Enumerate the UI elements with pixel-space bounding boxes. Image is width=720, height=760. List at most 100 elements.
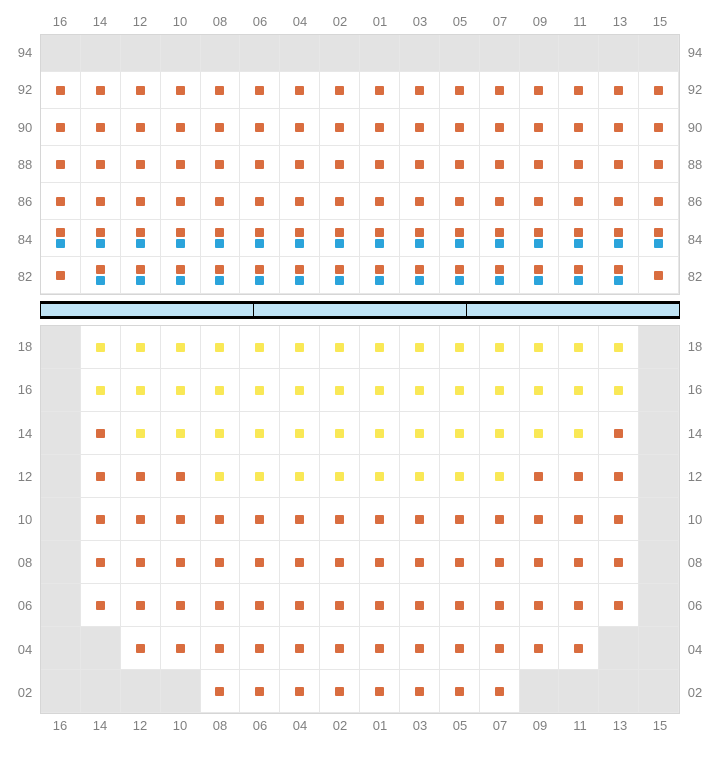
seat-marker[interactable] bbox=[215, 644, 224, 653]
seat-marker[interactable] bbox=[654, 123, 663, 132]
seat-marker[interactable] bbox=[335, 197, 344, 206]
seat-marker[interactable] bbox=[495, 265, 504, 274]
seat-marker[interactable] bbox=[255, 515, 264, 524]
seat-marker[interactable] bbox=[534, 644, 543, 653]
seat-marker[interactable] bbox=[176, 472, 185, 481]
seat-marker[interactable] bbox=[215, 197, 224, 206]
seat-marker[interactable] bbox=[415, 343, 424, 352]
seat-marker[interactable] bbox=[654, 197, 663, 206]
seat-marker[interactable] bbox=[176, 197, 185, 206]
seat-marker[interactable] bbox=[215, 558, 224, 567]
seat-marker[interactable] bbox=[574, 558, 583, 567]
seat-marker[interactable] bbox=[295, 515, 304, 524]
seat-marker[interactable] bbox=[574, 429, 583, 438]
seat-marker[interactable] bbox=[534, 276, 543, 285]
seat-marker[interactable] bbox=[255, 86, 264, 95]
seat-marker[interactable] bbox=[455, 197, 464, 206]
seat-marker[interactable] bbox=[495, 687, 504, 696]
seat-marker[interactable] bbox=[335, 343, 344, 352]
seat-marker[interactable] bbox=[455, 515, 464, 524]
seat-marker[interactable] bbox=[96, 123, 105, 132]
seat-marker[interactable] bbox=[654, 271, 663, 280]
seat-marker[interactable] bbox=[534, 197, 543, 206]
seat-marker[interactable] bbox=[136, 558, 145, 567]
seat-marker[interactable] bbox=[455, 601, 464, 610]
seat-marker[interactable] bbox=[574, 123, 583, 132]
seat-marker[interactable] bbox=[136, 228, 145, 237]
seat-marker[interactable] bbox=[335, 687, 344, 696]
seat-marker[interactable] bbox=[495, 276, 504, 285]
seat-marker[interactable] bbox=[375, 265, 384, 274]
seat-marker[interactable] bbox=[415, 601, 424, 610]
seat-marker[interactable] bbox=[215, 472, 224, 481]
seat-marker[interactable] bbox=[176, 515, 185, 524]
seat-marker[interactable] bbox=[96, 160, 105, 169]
seat-marker[interactable] bbox=[335, 558, 344, 567]
seat-marker[interactable] bbox=[255, 276, 264, 285]
seat-marker[interactable] bbox=[654, 239, 663, 248]
seat-marker[interactable] bbox=[215, 265, 224, 274]
seat-marker[interactable] bbox=[574, 239, 583, 248]
seat-marker[interactable] bbox=[455, 228, 464, 237]
seat-marker[interactable] bbox=[415, 86, 424, 95]
seat-marker[interactable] bbox=[255, 687, 264, 696]
seat-marker[interactable] bbox=[136, 265, 145, 274]
seat-marker[interactable] bbox=[415, 276, 424, 285]
seat-marker[interactable] bbox=[96, 601, 105, 610]
seat-marker[interactable] bbox=[574, 276, 583, 285]
seat-marker[interactable] bbox=[96, 429, 105, 438]
seat-marker[interactable] bbox=[375, 558, 384, 567]
seat-marker[interactable] bbox=[295, 276, 304, 285]
seat-marker[interactable] bbox=[255, 343, 264, 352]
seat-marker[interactable] bbox=[455, 86, 464, 95]
seat-marker[interactable] bbox=[136, 123, 145, 132]
seat-marker[interactable] bbox=[335, 472, 344, 481]
seat-marker[interactable] bbox=[614, 343, 623, 352]
seat-marker[interactable] bbox=[574, 160, 583, 169]
seat-marker[interactable] bbox=[534, 601, 543, 610]
seat-marker[interactable] bbox=[56, 197, 65, 206]
seat-marker[interactable] bbox=[136, 386, 145, 395]
seat-marker[interactable] bbox=[375, 86, 384, 95]
seat-marker[interactable] bbox=[56, 123, 65, 132]
seat-marker[interactable] bbox=[574, 265, 583, 274]
seat-marker[interactable] bbox=[614, 197, 623, 206]
seat-marker[interactable] bbox=[255, 601, 264, 610]
seat-marker[interactable] bbox=[295, 123, 304, 132]
seat-marker[interactable] bbox=[614, 386, 623, 395]
seat-marker[interactable] bbox=[96, 86, 105, 95]
seat-marker[interactable] bbox=[455, 123, 464, 132]
seat-marker[interactable] bbox=[495, 601, 504, 610]
seat-marker[interactable] bbox=[335, 160, 344, 169]
seat-marker[interactable] bbox=[295, 644, 304, 653]
seat-marker[interactable] bbox=[295, 343, 304, 352]
seat-marker[interactable] bbox=[455, 343, 464, 352]
seat-marker[interactable] bbox=[335, 276, 344, 285]
seat-marker[interactable] bbox=[136, 429, 145, 438]
seat-marker[interactable] bbox=[176, 601, 185, 610]
seat-marker[interactable] bbox=[215, 160, 224, 169]
seat-marker[interactable] bbox=[495, 386, 504, 395]
seat-marker[interactable] bbox=[136, 86, 145, 95]
seat-marker[interactable] bbox=[215, 429, 224, 438]
seat-marker[interactable] bbox=[415, 160, 424, 169]
seat-marker[interactable] bbox=[574, 228, 583, 237]
seat-marker[interactable] bbox=[176, 86, 185, 95]
seat-marker[interactable] bbox=[415, 265, 424, 274]
seat-marker[interactable] bbox=[255, 197, 264, 206]
seat-marker[interactable] bbox=[614, 86, 623, 95]
seat-marker[interactable] bbox=[136, 276, 145, 285]
seat-marker[interactable] bbox=[495, 558, 504, 567]
seat-marker[interactable] bbox=[255, 558, 264, 567]
seat-marker[interactable] bbox=[375, 644, 384, 653]
seat-marker[interactable] bbox=[415, 558, 424, 567]
seat-marker[interactable] bbox=[534, 228, 543, 237]
seat-marker[interactable] bbox=[56, 160, 65, 169]
seat-marker[interactable] bbox=[176, 239, 185, 248]
seat-marker[interactable] bbox=[295, 687, 304, 696]
seat-marker[interactable] bbox=[375, 228, 384, 237]
seat-marker[interactable] bbox=[574, 197, 583, 206]
seat-marker[interactable] bbox=[415, 515, 424, 524]
seat-marker[interactable] bbox=[295, 558, 304, 567]
seat-marker[interactable] bbox=[375, 386, 384, 395]
